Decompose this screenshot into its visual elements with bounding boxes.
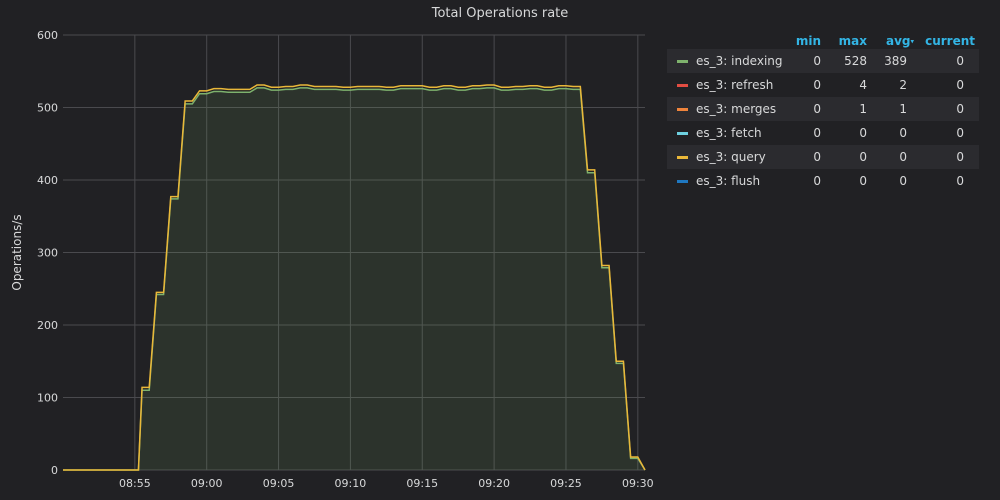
legend-value-max: 528: [844, 54, 867, 68]
legend-value-avg: 2: [899, 78, 907, 92]
series-color-swatch[interactable]: [677, 179, 688, 183]
legend-series-name[interactable]: es_3: fetch: [667, 126, 791, 140]
x-tick-label: 09:05: [263, 477, 295, 490]
legend-header-current[interactable]: current: [925, 33, 975, 48]
legend-row[interactable]: es_3: refresh 0 4 2 0: [667, 73, 979, 97]
y-tick-label: 100: [37, 392, 58, 405]
legend-row[interactable]: es_3: fetch 0 0 0 0: [667, 121, 979, 145]
legend-value-current: 0: [956, 102, 964, 116]
panel-title: Total Operations rate: [431, 6, 569, 21]
series-color-swatch[interactable]: [677, 131, 688, 135]
x-tick-label: 09:20: [478, 477, 510, 490]
y-tick-label: 0: [51, 464, 58, 477]
legend-value-min: 0: [813, 102, 821, 116]
legend-value-avg: 0: [899, 126, 907, 140]
legend-series-label: es_3: indexing: [696, 54, 783, 68]
y-tick-label: 400: [37, 174, 58, 187]
legend-header: min max avg▾ current: [667, 32, 979, 49]
x-tick-label: 08:55: [119, 477, 151, 490]
y-tick-label: 500: [37, 102, 58, 115]
series-color-swatch[interactable]: [677, 83, 688, 87]
legend: min max avg▾ current es_3: indexing 0 528 3…: [667, 32, 979, 193]
legend-value-avg: 1: [899, 102, 907, 116]
series-color-swatch[interactable]: [677, 107, 688, 111]
y-tick-label: 300: [37, 247, 58, 260]
legend-value-min: 0: [813, 150, 821, 164]
legend-header-avg-label: avg: [885, 33, 911, 48]
legend-header-max[interactable]: max: [838, 33, 867, 48]
x-tick-label: 09:15: [406, 477, 438, 490]
legend-value-current: 0: [956, 126, 964, 140]
x-tick-label: 09:00: [191, 477, 223, 490]
legend-series-label: es_3: refresh: [696, 78, 774, 92]
legend-row[interactable]: es_3: flush 0 0 0 0: [667, 169, 979, 193]
legend-row[interactable]: es_3: indexing 0 528 389 0: [667, 49, 979, 73]
legend-header-min[interactable]: min: [795, 33, 821, 48]
y-tick-label: 200: [37, 319, 58, 332]
legend-value-max: 0: [859, 174, 867, 188]
legend-series-name[interactable]: es_3: indexing: [667, 54, 791, 68]
series-color-swatch[interactable]: [677, 155, 688, 159]
y-axis-label: Operations/s: [10, 214, 24, 290]
legend-value-max: 4: [859, 78, 867, 92]
legend-series-name[interactable]: es_3: refresh: [667, 78, 791, 92]
legend-value-min: 0: [813, 54, 821, 68]
legend-value-max: 1: [859, 102, 867, 116]
x-tick-label: 09:30: [622, 477, 654, 490]
legend-series-name[interactable]: es_3: query: [667, 150, 791, 164]
x-tick-label: 09:10: [335, 477, 367, 490]
legend-series-label: es_3: flush: [696, 174, 761, 188]
legend-row[interactable]: es_3: query 0 0 0 0: [667, 145, 979, 169]
legend-series-label: es_3: fetch: [696, 126, 762, 140]
series-color-swatch[interactable]: [677, 59, 688, 63]
legend-value-min: 0: [813, 174, 821, 188]
legend-value-current: 0: [956, 54, 964, 68]
series-line-0: [63, 87, 646, 471]
legend-series-name[interactable]: es_3: flush: [667, 174, 791, 188]
legend-series-label: es_3: merges: [696, 102, 777, 116]
legend-value-min: 0: [813, 78, 821, 92]
legend-value-current: 0: [956, 78, 964, 92]
x-tick-label: 09:25: [550, 477, 582, 490]
series-area-0: [63, 87, 645, 471]
legend-value-current: 0: [956, 150, 964, 164]
legend-value-current: 0: [956, 174, 964, 188]
legend-value-max: 0: [859, 150, 867, 164]
legend-value-max: 0: [859, 126, 867, 140]
legend-row[interactable]: es_3: merges 0 1 1 0: [667, 97, 979, 121]
legend-series-label: es_3: query: [696, 150, 766, 164]
sort-desc-icon: ▾: [910, 37, 914, 45]
legend-value-min: 0: [813, 126, 821, 140]
series-line-1: [63, 84, 646, 471]
legend-value-avg: 0: [899, 174, 907, 188]
y-tick-label: 600: [37, 29, 58, 42]
legend-rows: es_3: indexing 0 528 389 0 es_3: refresh 0 4 2 0 e…: [667, 49, 979, 193]
legend-series-name[interactable]: es_3: merges: [667, 102, 791, 116]
legend-value-avg: 0: [899, 150, 907, 164]
legend-header-avg[interactable]: avg▾: [867, 34, 914, 48]
legend-value-avg: 389: [884, 54, 907, 68]
